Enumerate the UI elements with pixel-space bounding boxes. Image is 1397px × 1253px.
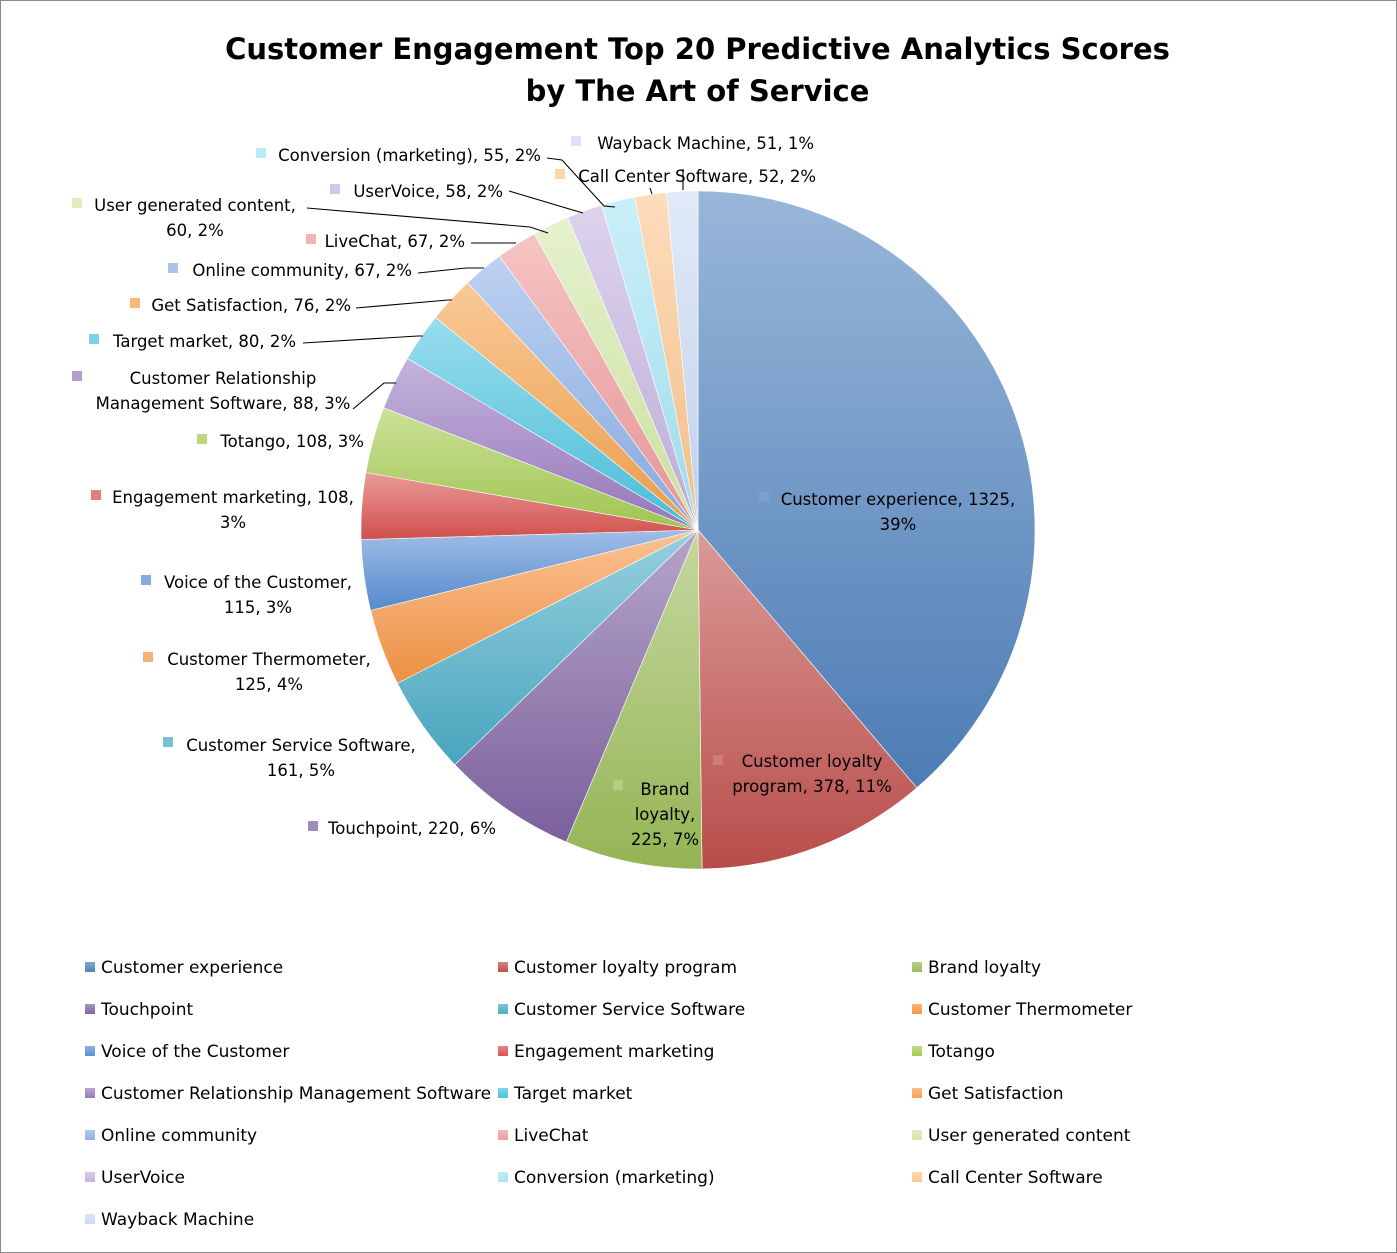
slice-label-line: Call Center Software, 52, 2% (578, 167, 816, 186)
slice-label-marker-13 (306, 234, 316, 244)
slice-label-line: Conversion (marketing), 55, 2% (278, 146, 541, 165)
slice-label-7: Engagement marketing, 108, 3% (112, 488, 354, 532)
slice-label-marker-4 (163, 737, 173, 747)
slice-label-line: program, 378, 11% (732, 777, 892, 796)
slice-label-line: 115, 3% (224, 598, 292, 617)
slice-label-marker-16 (256, 148, 266, 158)
chart-title-line-1: Customer Engagement Top 20 Predictive An… (225, 32, 1170, 66)
slice-label-marker-17 (555, 169, 565, 179)
slice-label-line: Customer Thermometer, (167, 650, 371, 669)
slice-label-line: Engagement marketing, 108, (112, 488, 354, 507)
slice-label-1: Customer loyalty program, 378, 11% (732, 752, 892, 796)
slice-label-marker-2 (613, 780, 623, 790)
slice-label-line: 60, 2% (166, 221, 224, 240)
chart-title: Customer Engagement Top 20 Predictive An… (0, 28, 1395, 112)
slice-label-line: Customer Relationship (130, 369, 317, 388)
slice-label-2: Brand loyalty, 225, 7% (631, 780, 699, 849)
pie-slice-0 (697, 190, 1036, 789)
slice-label-18: Wayback Machine, 51, 1% (597, 134, 814, 153)
pie-slice-2 (565, 529, 703, 870)
slice-label-marker-15 (330, 184, 340, 194)
slice-label-0: Customer experience, 1325, 39% (781, 490, 1016, 534)
slice-label-marker-18 (571, 136, 581, 146)
leader-line-12 (417, 267, 484, 274)
slice-label-marker-0 (759, 492, 769, 502)
slice-label-14: User generated content, 60, 2% (94, 196, 296, 240)
slice-label-line: Get Satisfaction, 76, 2% (151, 296, 351, 315)
slice-label-line: loyalty, (635, 805, 696, 824)
slice-label-line: Target market, 80, 2% (112, 332, 296, 351)
slice-label-marker-5 (143, 652, 153, 662)
slice-label-marker-1 (713, 755, 723, 765)
slice-label-6: Voice of the Customer, 115, 3% (164, 573, 352, 617)
slice-label-9: Customer Relationship Management Software… (96, 369, 351, 413)
leader-line-16 (546, 157, 616, 208)
leader-line-17 (649, 187, 653, 195)
slice-label-marker-9 (72, 371, 82, 381)
chart-title-line-2: by The Art of Service (525, 74, 870, 108)
slice-label-marker-7 (91, 490, 101, 500)
slice-label-12: Online community, 67, 2% (192, 261, 412, 280)
slice-label-4: Customer Service Software, 161, 5% (186, 736, 416, 780)
leader-line-15 (508, 190, 584, 214)
slice-label-marker-12 (168, 263, 178, 273)
slice-label-line: User generated content, (94, 196, 296, 215)
slice-label-13: LiveChat, 67, 2% (325, 232, 465, 251)
slice-label-marker-3 (308, 821, 318, 831)
pie-slice-3 (454, 529, 699, 843)
slice-label-line: Customer experience, 1325, (781, 490, 1016, 509)
slice-label-marker-11 (130, 298, 140, 308)
leader-line-14 (306, 207, 549, 234)
slice-label-line: Online community, 67, 2% (192, 261, 412, 280)
slice-label-marker-14 (72, 198, 82, 208)
slice-label-17: Call Center Software, 52, 2% (578, 167, 816, 186)
slice-label-line: Totango, 108, 3% (219, 432, 364, 451)
leader-line-11 (355, 299, 452, 309)
slice-label-marker-8 (197, 434, 207, 444)
slice-label-10: Target market, 80, 2% (112, 332, 296, 351)
slice-label-line: Management Software, 88, 3% (96, 394, 351, 413)
slice-label-5: Customer Thermometer, 125, 4% (167, 650, 371, 694)
slice-label-marker-6 (141, 575, 151, 585)
leader-line-9 (352, 382, 396, 410)
slice-label-line: 39% (880, 515, 917, 534)
slice-label-line: Customer loyalty (742, 752, 883, 771)
leader-line-10 (302, 335, 423, 344)
slice-label-3: Touchpoint, 220, 6% (327, 819, 496, 838)
slice-label-line: Voice of the Customer, (164, 573, 352, 592)
slice-label-11: Get Satisfaction, 76, 2% (151, 296, 351, 315)
slice-label-line: 125, 4% (235, 675, 303, 694)
slice-label-marker-10 (89, 334, 99, 344)
slice-label-line: LiveChat, 67, 2% (325, 232, 465, 251)
slice-label-line: Customer Service Software, (186, 736, 416, 755)
pie-slice-18 (666, 190, 699, 531)
slice-label-line: 3% (220, 513, 246, 532)
slice-label-line: Brand (640, 780, 689, 799)
slice-label-8: Totango, 108, 3% (219, 432, 364, 451)
pie-slice-1 (697, 529, 918, 870)
slice-label-line: Touchpoint, 220, 6% (327, 819, 496, 838)
slice-label-line: UserVoice, 58, 2% (353, 182, 503, 201)
slice-label-15: UserVoice, 58, 2% (353, 182, 503, 201)
slice-label-line: Wayback Machine, 51, 1% (597, 134, 814, 153)
slice-label-line: 225, 7% (631, 830, 699, 849)
slice-label-16: Conversion (marketing), 55, 2% (278, 146, 541, 165)
slice-label-line: 161, 5% (267, 761, 335, 780)
